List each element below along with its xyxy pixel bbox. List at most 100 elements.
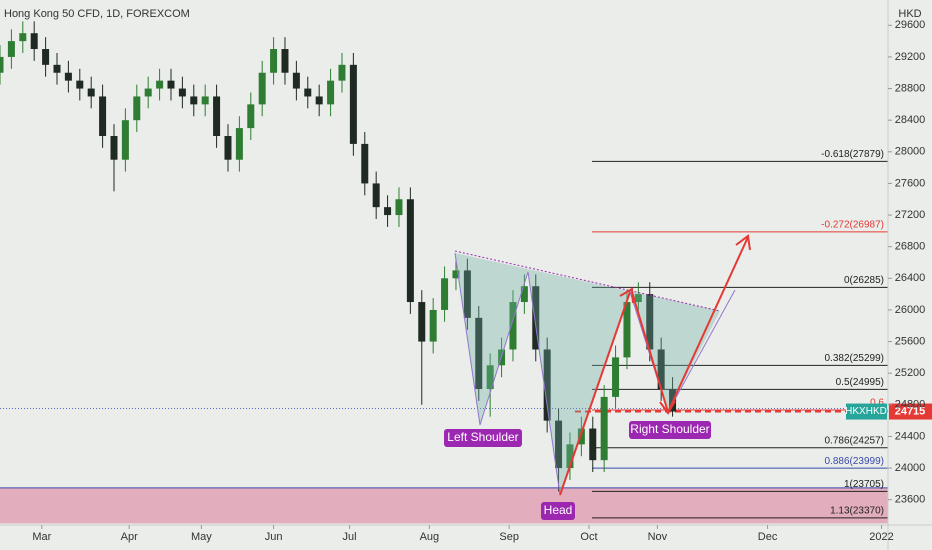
candle-body xyxy=(566,444,574,469)
candle-body xyxy=(372,183,380,208)
annotation-box xyxy=(541,502,575,520)
candle-body xyxy=(418,302,426,342)
candle-body xyxy=(657,349,665,390)
y-tick-label: 24000 xyxy=(895,462,926,474)
candle-body xyxy=(532,286,540,350)
candle-body xyxy=(53,64,61,73)
candle-body xyxy=(30,33,38,50)
candle-body xyxy=(646,294,654,350)
chart-title: Hong Kong 50 CFD, 1D, FOREXCOM xyxy=(4,8,190,20)
candle-body xyxy=(406,199,414,303)
candle-body xyxy=(0,56,4,73)
fib-label: 0.886(23999) xyxy=(825,456,885,467)
candle-body xyxy=(441,278,449,310)
fib-label: 0(26285) xyxy=(844,275,884,286)
candle-body xyxy=(133,96,141,121)
candle-body xyxy=(87,88,95,97)
plot-area: -0.618(27879) -0.272(26987) 0(26285) 0.382(… xyxy=(0,21,888,524)
x-tick-label: Oct xyxy=(580,531,597,543)
y-tick-label: 27200 xyxy=(895,209,926,221)
x-tick-label: Jun xyxy=(265,531,283,543)
annotation-box xyxy=(629,421,711,439)
pattern-fill xyxy=(455,253,720,495)
fib-label: 0.786(24257) xyxy=(825,435,885,446)
candle-body xyxy=(167,80,175,89)
candle-body xyxy=(463,270,471,318)
candle-body xyxy=(42,49,50,65)
candle-body xyxy=(486,365,494,390)
y-tick-label: 26800 xyxy=(895,241,926,253)
candle-body xyxy=(224,135,232,160)
fib-label: -0.272(26987) xyxy=(821,220,884,231)
symbol-label: HKXHKD xyxy=(845,406,887,417)
neckline xyxy=(454,250,721,312)
arrow-head xyxy=(735,234,751,251)
axis-unit: HKD xyxy=(898,8,921,20)
candle-body xyxy=(520,286,528,303)
candle-body xyxy=(315,96,323,105)
candle-body xyxy=(600,396,608,461)
fib-label: 1.13(23370) xyxy=(830,506,884,517)
arrow-head xyxy=(619,287,634,304)
candle-body xyxy=(110,135,118,160)
candle-body xyxy=(555,420,563,469)
candle-body xyxy=(452,270,460,279)
candle-body xyxy=(395,199,403,216)
y-tick-label: 27600 xyxy=(895,177,926,189)
x-tick-label: Mar xyxy=(32,531,51,543)
y-tick-label: 26400 xyxy=(895,272,926,284)
candle-body xyxy=(190,96,198,105)
arrow xyxy=(631,291,669,413)
candle-body xyxy=(577,428,585,445)
symbol-badge xyxy=(846,403,887,420)
fib-label: 0.5(24995) xyxy=(836,377,884,388)
fib-label: -0.618(27879) xyxy=(821,149,884,160)
arrow-head xyxy=(659,400,676,415)
candle-body xyxy=(213,96,221,136)
x-tick-label: Nov xyxy=(648,531,668,543)
y-tick-label: 25200 xyxy=(895,367,926,379)
annotation-label: Left Shoulder xyxy=(447,430,518,444)
y-tick-label: 25600 xyxy=(895,335,926,347)
candle-body xyxy=(304,88,312,97)
candle-body xyxy=(64,72,72,81)
y-tick-label: 28400 xyxy=(895,114,926,126)
x-tick-label: Sep xyxy=(499,531,519,543)
y-tick-label: 24800 xyxy=(895,399,926,411)
fib-label: 0.6 xyxy=(870,398,884,409)
candle-body xyxy=(121,120,129,160)
candle-body xyxy=(327,80,335,105)
candle-body xyxy=(589,428,597,461)
x-tick-label: Aug xyxy=(420,531,440,543)
price-label: 24715 xyxy=(895,405,926,417)
x-tick-label: Dec xyxy=(758,531,778,543)
price-badge xyxy=(889,403,932,420)
candle-body xyxy=(235,128,243,160)
y-tick-label: 24400 xyxy=(895,430,926,442)
annotation-label: Head xyxy=(544,503,573,517)
candle-body xyxy=(258,72,266,105)
x-tick-label: Jul xyxy=(343,531,357,543)
candle-body xyxy=(156,80,164,89)
y-tick-label: 26000 xyxy=(895,304,926,316)
y-tick-label: 23600 xyxy=(895,494,926,506)
y-tick-label: 28800 xyxy=(895,82,926,94)
y-tick-label: 29200 xyxy=(895,51,926,63)
candle-body xyxy=(361,143,369,184)
candle-body xyxy=(247,104,255,129)
x-tick-label: 2022 xyxy=(869,531,893,543)
candle-body xyxy=(292,72,300,89)
candle-body xyxy=(543,349,551,421)
candle-body xyxy=(99,96,107,136)
pattern-drawing xyxy=(454,234,751,496)
candle-body xyxy=(178,88,186,97)
y-tick-label: 29600 xyxy=(895,19,926,31)
overlay: Left Shoulder Head Right Shoulder HKXHKD 247… xyxy=(444,403,932,520)
arrow xyxy=(559,291,631,496)
fib-label: 1(23705) xyxy=(844,479,884,490)
candle-body xyxy=(7,41,15,57)
annotation-label: Right Shoulder xyxy=(630,422,709,436)
candle-body xyxy=(429,309,437,342)
fib-label: 0.382(25299) xyxy=(825,353,885,364)
